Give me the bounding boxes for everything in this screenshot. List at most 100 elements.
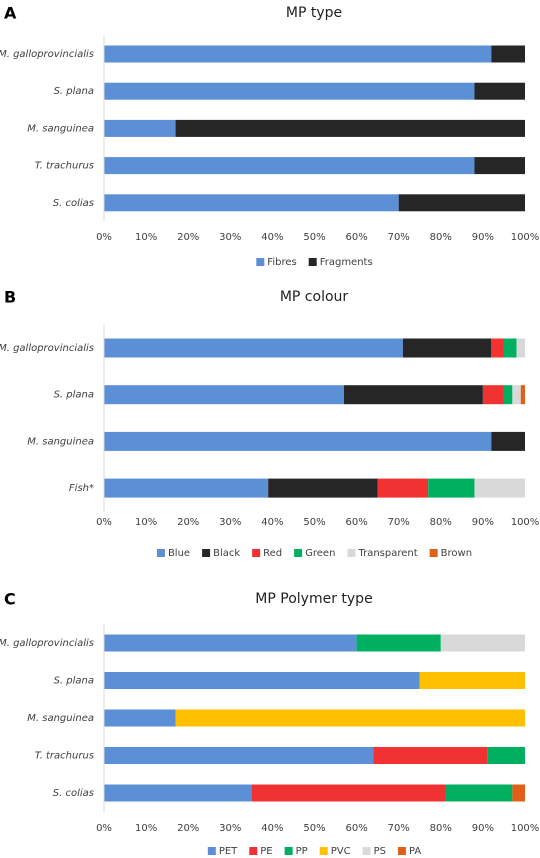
panel-label: A [4,4,17,23]
category-label: S. plana [54,86,94,97]
chart-title: MP Polymer type [255,591,372,607]
x-tick-label: 40% [261,232,283,243]
legend-swatch [429,549,438,557]
x-tick-label: 10% [135,823,157,834]
bar-segment [491,45,525,63]
x-tick-label: 20% [177,232,199,243]
x-tick-label: 90% [472,517,494,528]
x-tick-label: 20% [177,517,199,528]
legend-swatch [202,549,211,557]
legend-swatch [249,847,258,855]
bar-segment [104,431,492,451]
category-label: S. colias [53,788,94,799]
panel-label: C [4,590,16,609]
legend-label: PP [296,846,308,857]
bar-segment [398,194,525,212]
category-label: S. colias [53,198,94,209]
bar-segment [268,478,378,498]
bar-segment [491,338,504,358]
bar-segment [104,45,492,63]
legend-label: Black [213,548,240,559]
bar-segment [104,157,475,175]
bar-segment [503,385,513,405]
x-tick-label: 60% [345,823,367,834]
category-label: M. sanguinea [27,123,94,134]
legend-swatch [207,847,216,855]
legend-swatch [319,847,328,855]
legend-swatch [252,549,261,557]
bar-segment [104,385,344,405]
bar-segment [503,338,517,358]
x-tick-label: 20% [177,823,199,834]
panel-label: B [4,288,16,307]
bar-segment [445,784,513,802]
bar-segment [377,478,429,498]
bar-segment [516,338,525,358]
bar-segment [104,784,252,802]
x-tick-label: 80% [430,232,452,243]
legend-label: PA [409,846,421,857]
x-tick-label: 50% [303,823,325,834]
bar-segment [251,784,446,802]
category-label: Fish* [69,483,94,494]
x-tick-label: 80% [430,823,452,834]
x-tick-label: 90% [472,823,494,834]
bar-segment [356,634,441,652]
x-tick-label: 70% [388,517,410,528]
legend-label: Brown [441,548,472,559]
bar-segment [512,784,525,802]
x-tick-label: 0% [96,823,112,834]
bar-segment [491,431,525,451]
bar-segment [343,385,483,405]
x-tick-label: 80% [430,517,452,528]
bar-segment [104,478,269,498]
x-tick-label: 70% [388,232,410,243]
bar-segment [104,709,176,727]
legend-label: PET [219,846,238,857]
x-tick-label: 40% [261,517,283,528]
legend-label: PS [374,846,386,857]
x-tick-label: 70% [388,823,410,834]
bar-segment [487,747,525,764]
bar-segment [104,747,374,764]
x-tick-label: 30% [219,232,241,243]
bar-segment [520,385,525,405]
legend-label: PE [260,846,272,857]
legend-swatch [294,549,303,557]
bar-segment [373,747,488,764]
x-tick-label: 10% [135,232,157,243]
x-tick-label: 30% [219,823,241,834]
legend-swatch [362,847,371,855]
bar-segment [482,385,504,405]
bar-segment [104,194,399,212]
x-tick-label: 100% [511,517,540,528]
category-label: M. sanguinea [27,713,94,724]
legend-label: Transparent [357,548,417,559]
bar-segment [474,82,525,100]
bar-segment [104,634,357,652]
category-label: M. galloprovincialis [0,638,94,649]
bar-segment [104,82,475,100]
x-tick-label: 40% [261,823,283,834]
x-tick-label: 10% [135,517,157,528]
bar-segment [104,672,420,689]
x-tick-label: 60% [345,232,367,243]
x-tick-label: 100% [511,823,540,834]
x-tick-label: 0% [96,517,112,528]
legend-label: Red [263,548,282,559]
category-label: S. plana [54,390,94,401]
legend-swatch [397,847,406,855]
chart-title: MP type [286,5,342,21]
x-tick-label: 100% [511,232,540,243]
legend-swatch [284,847,293,855]
x-tick-label: 90% [472,232,494,243]
bar-segment [175,709,525,727]
x-tick-label: 50% [303,232,325,243]
x-tick-label: 60% [345,517,367,528]
legend-label: Green [305,548,335,559]
bar-segment [104,338,403,358]
bar-segment [440,634,525,652]
category-label: S. plana [54,676,94,687]
legend-label: Fibres [267,257,296,268]
